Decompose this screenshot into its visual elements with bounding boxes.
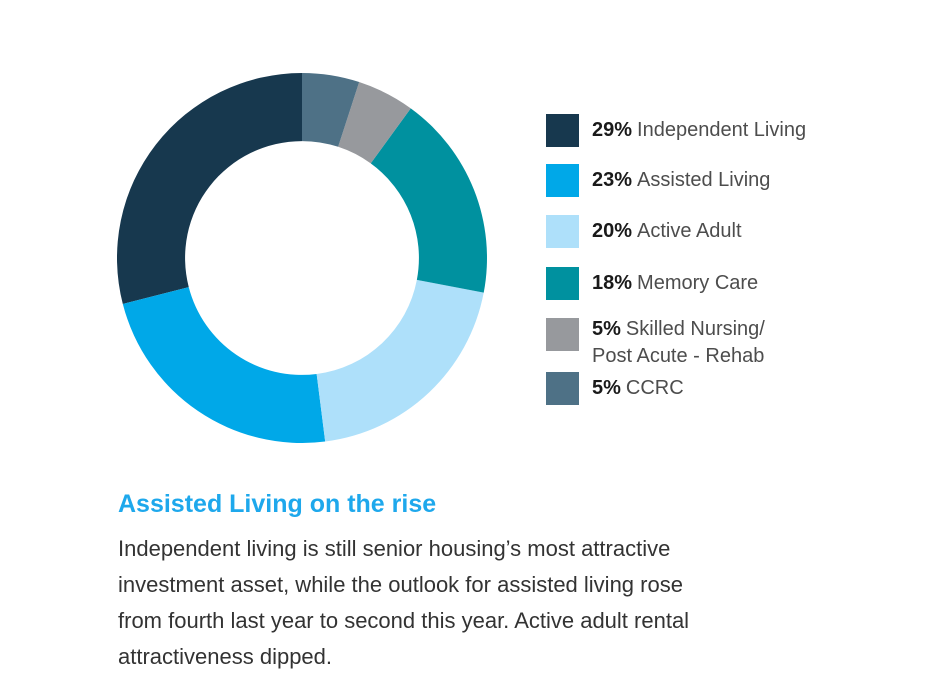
legend-swatch-active-adult	[546, 215, 579, 248]
legend-label: 5% CCRC	[592, 375, 684, 402]
donut-segment-2	[316, 279, 484, 442]
donut-segment-3	[370, 108, 487, 293]
body-line: from fourth last year to second this yea…	[118, 608, 690, 633]
legend-swatch-skilled-nursing	[546, 318, 579, 351]
legend-swatch-assisted-living	[546, 164, 579, 197]
body-line: Independent living is still senior housi…	[118, 536, 671, 561]
legend-percentage: 20%	[592, 220, 633, 242]
legend-label: 29% Independent Living	[592, 117, 806, 144]
donut-segment-1	[122, 287, 326, 443]
donut-chart-container	[116, 73, 487, 443]
legend-percentage: 23%	[592, 169, 633, 191]
donut-segment-0	[116, 73, 302, 305]
donut-segment-4	[338, 82, 411, 164]
body-paragraph: Independent living is still senior housi…	[118, 531, 798, 675]
legend-item-assisted-living: 23% Assisted Living	[546, 164, 770, 197]
legend-item-memory-care: 18% Memory Care	[546, 267, 758, 300]
legend-swatch-independent-living	[546, 114, 579, 147]
section-heading: Assisted Living on the rise	[118, 490, 437, 518]
donut-segment-5	[302, 73, 360, 147]
legend-label: 20% Active Adult	[592, 218, 742, 245]
legend-category-line2: Post Acute - Rehab	[592, 345, 765, 367]
legend-percentage: 18%	[592, 272, 633, 294]
legend-percentage: 5%	[592, 318, 621, 340]
legend-swatch-ccrc	[546, 372, 579, 405]
legend-category: Independent Living	[637, 119, 807, 141]
legend-category: CCRC	[625, 377, 684, 399]
legend-swatch-memory-care	[546, 267, 579, 300]
legend-item-skilled-nursing: 5% Skilled Nursing/ Post Acute - Rehab	[546, 318, 765, 370]
body-line: investment asset, while the outlook for …	[118, 572, 683, 597]
legend-item-independent-living: 29% Independent Living	[546, 114, 806, 147]
legend-percentage: 5%	[592, 377, 621, 399]
legend-category: Assisted Living	[637, 169, 771, 191]
legend-label: 18% Memory Care	[592, 270, 758, 297]
donut-chart	[116, 73, 487, 443]
legend-label: 23% Assisted Living	[592, 167, 770, 194]
legend-percentage: 29%	[592, 119, 633, 141]
legend-item-active-adult: 20% Active Adult	[546, 215, 742, 248]
legend-category: Skilled Nursing/	[625, 318, 765, 340]
legend-item-ccrc: 5% CCRC	[546, 372, 684, 405]
legend-category: Active Adult	[637, 220, 742, 242]
legend-label: 5% Skilled Nursing/ Post Acute - Rehab	[592, 316, 765, 370]
body-line: attractiveness dipped.	[118, 644, 333, 669]
legend-category: Memory Care	[637, 272, 759, 294]
